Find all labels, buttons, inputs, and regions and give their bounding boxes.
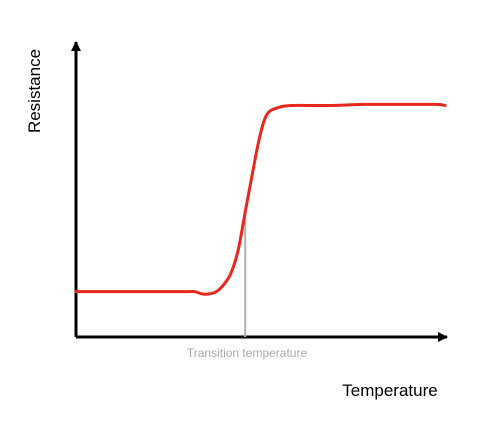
resistance-curve: [74, 102, 447, 296]
y-axis-title: Resistance: [25, 49, 44, 133]
x-axis-title: Temperature: [342, 381, 437, 400]
annotation-transition-temperature: Transition temperature: [187, 346, 308, 360]
